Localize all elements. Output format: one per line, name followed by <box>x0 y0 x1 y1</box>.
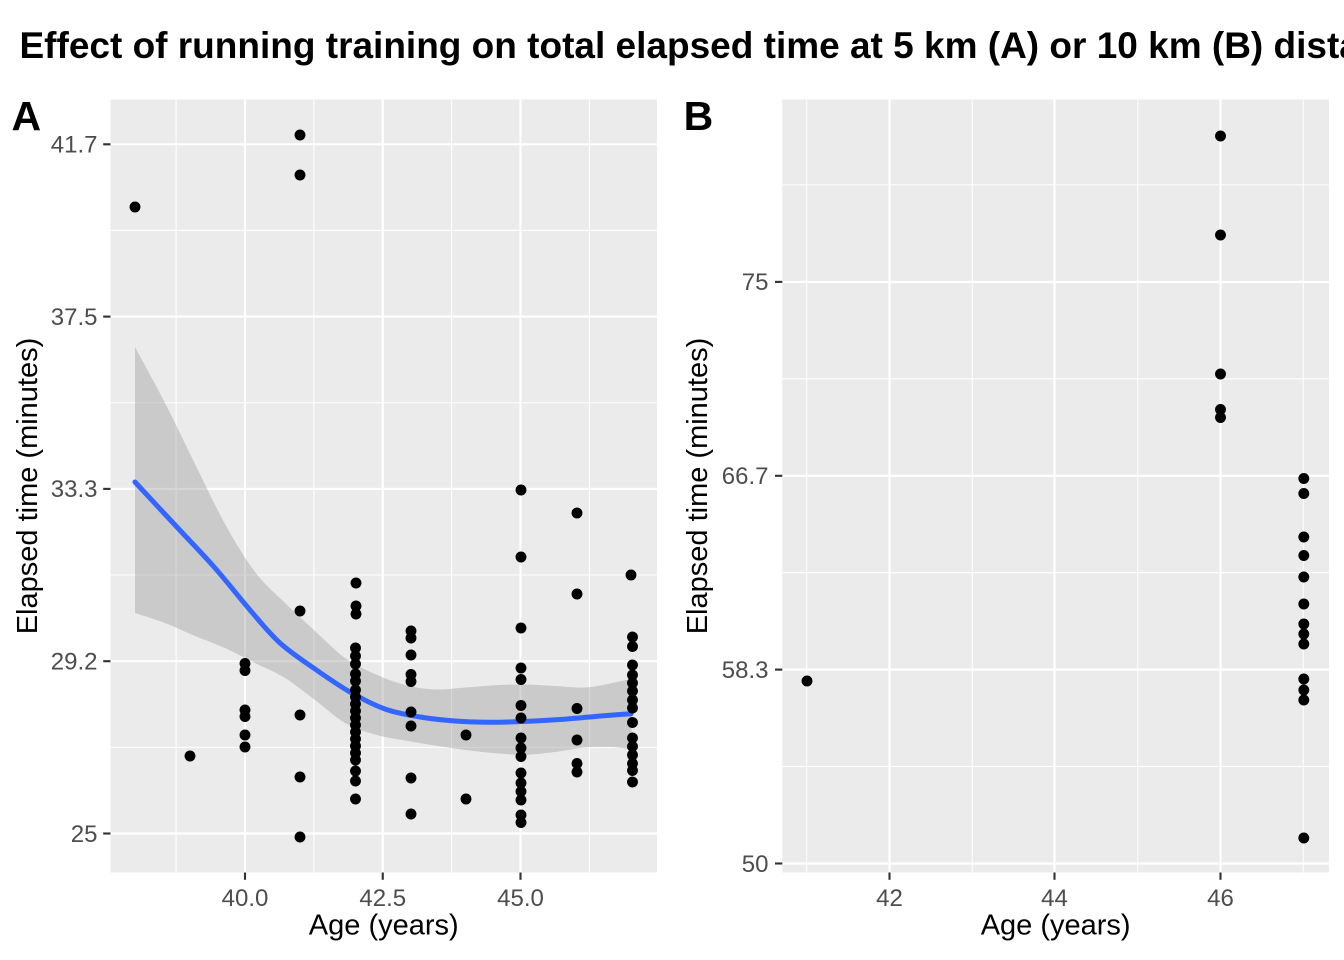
svg-text:40.0: 40.0 <box>222 885 269 912</box>
svg-text:Age (years): Age (years) <box>981 910 1131 942</box>
svg-text:33.3: 33.3 <box>51 476 98 503</box>
svg-text:41.7: 41.7 <box>51 132 98 159</box>
svg-text:50: 50 <box>742 851 769 878</box>
svg-text:Elapsed time (minutes): Elapsed time (minutes) <box>682 338 714 635</box>
svg-text:45.0: 45.0 <box>497 885 544 912</box>
svg-text:A: A <box>12 93 42 139</box>
svg-text:66.7: 66.7 <box>722 463 769 490</box>
svg-text:42.5: 42.5 <box>359 885 406 912</box>
svg-text:29.2: 29.2 <box>51 649 98 676</box>
svg-text:44: 44 <box>1041 885 1068 912</box>
svg-text:46: 46 <box>1207 885 1234 912</box>
svg-text:B: B <box>684 93 714 139</box>
svg-text:37.5: 37.5 <box>51 304 98 331</box>
svg-text:42: 42 <box>876 885 903 912</box>
svg-text:58.3: 58.3 <box>722 657 769 684</box>
svg-text:Effect of running training on: Effect of running training on total elap… <box>20 25 1344 66</box>
svg-text:25: 25 <box>71 821 98 848</box>
svg-text:Age (years): Age (years) <box>309 910 459 942</box>
svg-text:75: 75 <box>742 269 769 296</box>
svg-text:Elapsed time (minutes): Elapsed time (minutes) <box>12 338 44 635</box>
